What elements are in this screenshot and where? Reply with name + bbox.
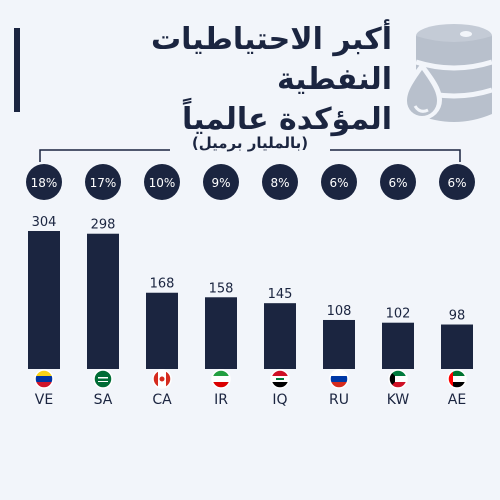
category-label: KW [387,392,410,408]
category-label: AE [448,392,466,408]
value-label: 298 [91,218,116,233]
share-label: 10% [149,176,176,190]
chart-title: أكبر الاحتياطيات النفطية المؤكدة عالمياً [32,20,392,140]
unit-label: (بالمليار برميل) [191,134,309,152]
category-label: RU [329,392,349,408]
bar-chart: 18% 304 VE 17% 298 SA 10% 168 CA 9% 158 IR 8% 145 IQ 6%… [26,164,475,408]
share-bubble [321,164,357,200]
category-label: CA [152,392,172,408]
saudi-arabia-flag-icon [94,370,112,388]
flag-ring [447,369,467,389]
share-label: 8% [270,176,289,190]
share-bubble [380,164,416,200]
share-bubble [144,164,180,200]
flag-ring [388,369,408,389]
bar [382,322,414,369]
bar [87,233,119,369]
iran-flag-icon [212,370,230,388]
value-label: 168 [150,277,175,292]
flag-ring [270,369,290,389]
share-bubble [85,164,121,200]
value-label: 102 [386,307,411,322]
value-label: 108 [327,304,352,319]
category-label: IR [214,392,228,408]
flag-ring [93,369,113,389]
flag-ring [152,369,172,389]
share-bubble [439,164,475,200]
canada-flag-icon [153,370,171,388]
share-bubble [203,164,239,200]
iraq-flag-icon [271,370,289,388]
share-bubble [262,164,298,200]
value-label: 304 [32,215,57,230]
share-label: 6% [388,176,407,190]
share-label: 6% [447,176,466,190]
bar [28,231,60,369]
category-label: VE [35,392,53,408]
bar [323,319,355,369]
share-label: 9% [211,176,230,190]
bar [441,324,473,369]
share-bubble [26,164,62,200]
oil-barrel-icon [402,24,493,122]
value-label: 158 [209,281,234,296]
share-label: 18% [31,176,58,190]
flag-ring [34,369,54,389]
title-line-1: أكبر الاحتياطيات النفطية [151,22,392,97]
accent-bar [14,28,20,112]
flag-ring [329,369,349,389]
unit-bracket [39,149,461,162]
bar [146,292,178,369]
uae-flag-icon [448,370,466,388]
russia-flag-icon [330,370,348,388]
share-label: 6% [329,176,348,190]
share-label: 17% [90,176,117,190]
flag-ring [211,369,231,389]
value-label: 98 [449,309,466,324]
category-label: SA [94,392,113,408]
value-label: 145 [268,287,293,302]
bar [205,297,237,369]
title-line-2: المؤكدة عالمياً [181,102,392,137]
category-label: IQ [272,392,287,408]
venezuela-flag-icon [35,370,53,388]
bar [264,303,296,369]
